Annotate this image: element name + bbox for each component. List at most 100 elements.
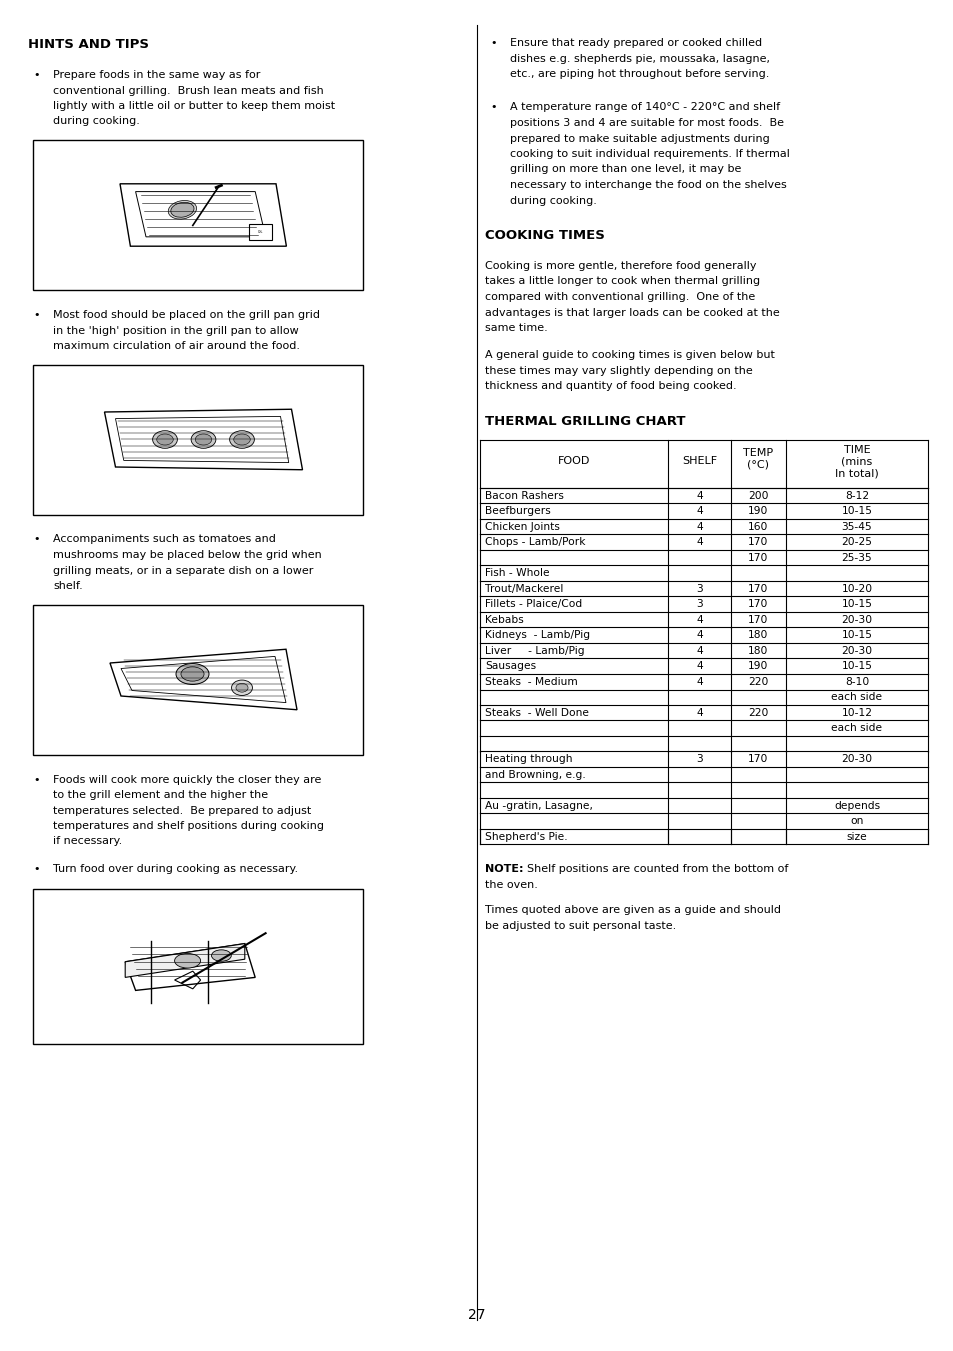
Text: •: • <box>33 70 39 80</box>
Text: 170: 170 <box>747 754 768 765</box>
Text: Au -gratin, Lasagne,: Au -gratin, Lasagne, <box>484 801 592 811</box>
Text: •: • <box>33 309 39 320</box>
Text: the oven.: the oven. <box>484 880 537 890</box>
Text: Cooking is more gentle, therefore food generally: Cooking is more gentle, therefore food g… <box>484 261 756 272</box>
Text: be adjusted to suit personal taste.: be adjusted to suit personal taste. <box>484 921 676 931</box>
Text: 10-15: 10-15 <box>841 631 872 640</box>
Text: In total): In total) <box>834 469 878 480</box>
Text: 4: 4 <box>696 507 702 516</box>
Text: grilling on more than one level, it may be: grilling on more than one level, it may … <box>510 165 740 174</box>
Text: Shelf positions are counted from the bottom of: Shelf positions are counted from the bot… <box>526 865 787 874</box>
Text: each side: each side <box>831 692 882 703</box>
Text: 180: 180 <box>747 631 768 640</box>
Text: on: on <box>849 816 862 827</box>
Text: •: • <box>33 865 39 874</box>
Text: maximum circulation of air around the food.: maximum circulation of air around the fo… <box>53 340 299 351</box>
Text: 220: 220 <box>747 708 768 717</box>
Text: 10-15: 10-15 <box>841 600 872 609</box>
Text: Steaks  - Medium: Steaks - Medium <box>484 677 578 686</box>
Bar <box>249 224 272 240</box>
Text: (°C): (°C) <box>747 459 769 470</box>
Text: A general guide to cooking times is given below but: A general guide to cooking times is give… <box>484 350 774 361</box>
Text: 20-30: 20-30 <box>841 754 872 765</box>
Text: 4: 4 <box>696 646 702 655</box>
Text: 190: 190 <box>747 661 768 671</box>
Text: 20-30: 20-30 <box>841 646 872 655</box>
Text: 4: 4 <box>696 490 702 501</box>
Text: 10-15: 10-15 <box>841 507 872 516</box>
Text: thickness and quantity of food being cooked.: thickness and quantity of food being coo… <box>484 381 736 392</box>
Text: 170: 170 <box>747 615 768 624</box>
Text: each side: each side <box>831 723 882 734</box>
Text: 3: 3 <box>696 600 702 609</box>
Text: 8-12: 8-12 <box>844 490 868 501</box>
Text: HINTS AND TIPS: HINTS AND TIPS <box>28 38 149 51</box>
Text: 170: 170 <box>747 584 768 593</box>
Text: 10-20: 10-20 <box>841 584 872 593</box>
Ellipse shape <box>191 431 215 449</box>
Ellipse shape <box>212 950 231 962</box>
Text: FOOD: FOOD <box>558 457 590 466</box>
Text: •: • <box>490 38 496 49</box>
Text: compared with conventional grilling.  One of the: compared with conventional grilling. One… <box>484 292 755 303</box>
Text: 190: 190 <box>747 507 768 516</box>
Ellipse shape <box>171 203 193 218</box>
Text: 4: 4 <box>696 631 702 640</box>
Text: THERMAL GRILLING CHART: THERMAL GRILLING CHART <box>484 415 685 428</box>
Text: 160: 160 <box>747 521 768 532</box>
Text: 4: 4 <box>696 615 702 624</box>
Text: •: • <box>490 103 496 112</box>
Text: grilling meats, or in a separate dish on a lower: grilling meats, or in a separate dish on… <box>53 566 313 576</box>
Text: conventional grilling.  Brush lean meats and fish: conventional grilling. Brush lean meats … <box>53 85 323 96</box>
Text: Chicken Joints: Chicken Joints <box>484 521 559 532</box>
Text: Shepherd's Pie.: Shepherd's Pie. <box>484 832 567 842</box>
Text: Most food should be placed on the grill pan grid: Most food should be placed on the grill … <box>53 309 319 320</box>
Text: Kebabs: Kebabs <box>484 615 523 624</box>
Text: NOTE:: NOTE: <box>484 865 523 874</box>
Text: Steaks  - Well Done: Steaks - Well Done <box>484 708 588 717</box>
Text: Bacon Rashers: Bacon Rashers <box>484 490 563 501</box>
Text: etc., are piping hot throughout before serving.: etc., are piping hot throughout before s… <box>510 69 768 78</box>
Text: OIL: OIL <box>257 230 263 234</box>
Bar <box>33 365 363 515</box>
Bar <box>33 889 363 1044</box>
Text: and Browning, e.g.: and Browning, e.g. <box>484 770 585 780</box>
Text: COOKING TIMES: COOKING TIMES <box>484 230 604 242</box>
Text: temperatures and shelf positions during cooking: temperatures and shelf positions during … <box>53 821 324 831</box>
Ellipse shape <box>175 663 209 685</box>
Bar <box>33 141 363 290</box>
Text: Accompaniments such as tomatoes and: Accompaniments such as tomatoes and <box>53 535 275 544</box>
Text: 8-10: 8-10 <box>844 677 868 686</box>
Text: 35-45: 35-45 <box>841 521 871 532</box>
Text: Heating through: Heating through <box>484 754 572 765</box>
Text: 4: 4 <box>696 661 702 671</box>
Text: •: • <box>33 535 39 544</box>
Text: TEMP: TEMP <box>742 449 773 458</box>
Text: (mins: (mins <box>841 457 872 467</box>
Ellipse shape <box>174 954 200 969</box>
Text: if necessary.: if necessary. <box>53 836 122 847</box>
Text: 180: 180 <box>747 646 768 655</box>
Text: 3: 3 <box>696 584 702 593</box>
Text: 4: 4 <box>696 538 702 547</box>
Text: 200: 200 <box>747 490 768 501</box>
Ellipse shape <box>230 431 254 449</box>
Ellipse shape <box>168 200 196 219</box>
Text: size: size <box>845 832 866 842</box>
Text: in the 'high' position in the grill pan to allow: in the 'high' position in the grill pan … <box>53 326 298 335</box>
Text: Kidneys  - Lamb/Pig: Kidneys - Lamb/Pig <box>484 631 590 640</box>
Text: 170: 170 <box>747 553 768 563</box>
Text: 10-12: 10-12 <box>841 708 872 717</box>
Text: Ensure that ready prepared or cooked chilled: Ensure that ready prepared or cooked chi… <box>510 38 761 49</box>
Text: 4: 4 <box>696 677 702 686</box>
Text: to the grill element and the higher the: to the grill element and the higher the <box>53 790 268 800</box>
Text: during cooking.: during cooking. <box>53 116 140 127</box>
Text: 220: 220 <box>747 677 768 686</box>
Text: •: • <box>33 774 39 785</box>
Ellipse shape <box>233 434 250 444</box>
Text: same time.: same time. <box>484 323 547 332</box>
Text: Chops - Lamb/Pork: Chops - Lamb/Pork <box>484 538 585 547</box>
Text: shelf.: shelf. <box>53 581 83 590</box>
Ellipse shape <box>235 684 248 692</box>
Text: depends: depends <box>833 801 879 811</box>
